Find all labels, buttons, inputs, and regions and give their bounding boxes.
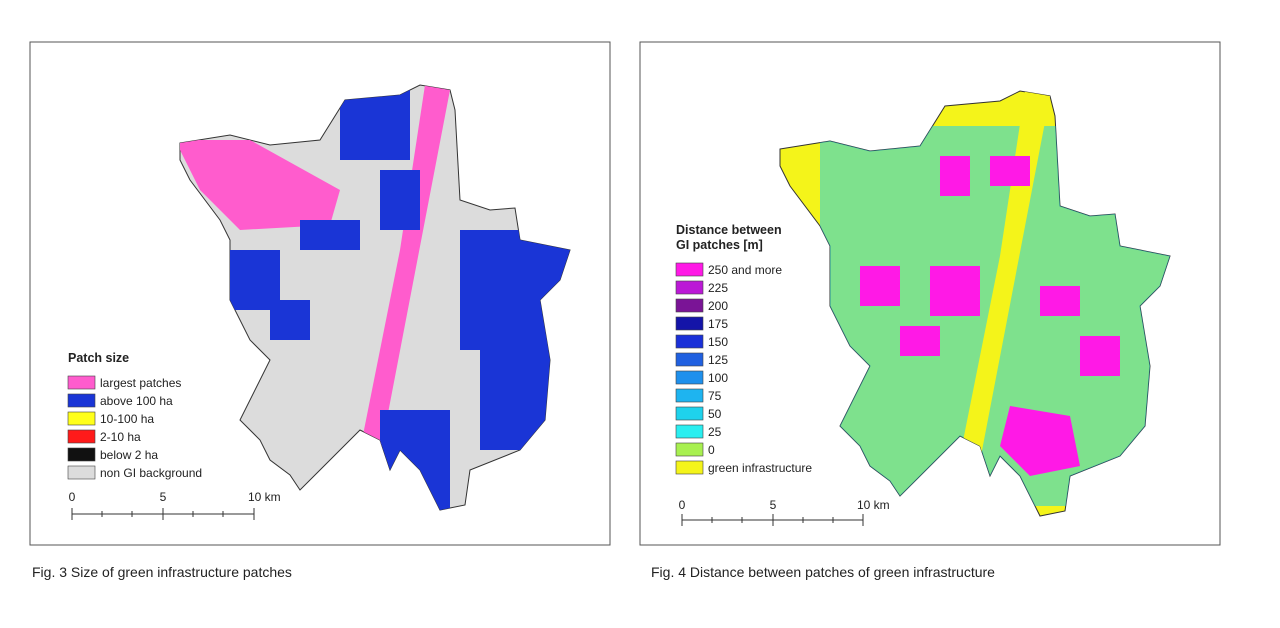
legend-label: 100 [708,371,728,385]
legend-swatch [67,465,96,480]
legend-label: non GI background [100,466,202,480]
legend-swatch [675,316,704,331]
legend-label: 10-100 ha [100,412,154,426]
legend-swatch [675,388,704,403]
scale-label: 0 [679,498,686,512]
caption: Fig. 4 Distance between patches of green… [651,564,995,580]
legend-title: Distance between [676,223,782,237]
legend-label: largest patches [100,376,181,390]
legend-swatch [67,393,96,408]
legend-swatch [675,262,704,277]
legend-label: 50 [708,407,722,421]
legend-label: 75 [708,389,722,403]
legend-label: 225 [708,281,728,295]
legend-swatch [675,334,704,349]
legend-label: 150 [708,335,728,349]
legend-swatch [67,411,96,426]
legend-label: green infrastructure [708,461,812,475]
legend-swatch [67,429,96,444]
scale-label: 0 [69,490,76,504]
scale-label: 5 [160,490,167,504]
scale-label: 5 [770,498,777,512]
scale-bar: 0 5 10 km [69,490,281,520]
legend-title: Patch size [68,351,129,365]
map [179,84,571,511]
legend-label: 175 [708,317,728,331]
legend-swatch [675,298,704,313]
legend-label: 250 and more [708,263,782,277]
map [779,90,1171,517]
legend-label: above 100 ha [100,394,173,408]
caption: Fig. 3 Size of green infrastructure patc… [32,564,292,580]
scale-label: 10 km [857,498,890,512]
legend-swatch [675,460,704,475]
legend-title: GI patches [m] [676,238,763,252]
legend-swatch [675,370,704,385]
scale-bar: 0 5 10 km [679,498,890,526]
legend-label: 200 [708,299,728,313]
legend-swatch [675,442,704,457]
legend-label: 2-10 ha [100,430,141,444]
legend-label: 0 [708,443,715,457]
legend-swatch [67,447,96,462]
legend-label: below 2 ha [100,448,158,462]
legend-swatch [675,352,704,367]
legend-swatch [675,424,704,439]
legend-swatch [675,406,704,421]
legend-swatch [675,280,704,295]
legend-label: 25 [708,425,722,439]
legend-label: 125 [708,353,728,367]
scale-label: 10 km [248,490,281,504]
legend-swatch [67,375,96,390]
